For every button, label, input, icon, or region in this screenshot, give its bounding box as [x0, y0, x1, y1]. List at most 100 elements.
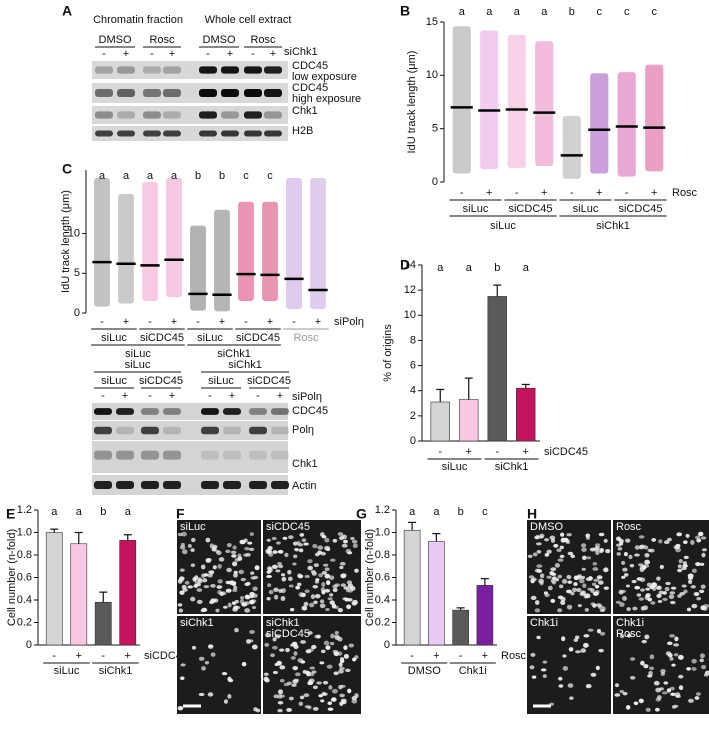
- cell-nucleus: [557, 574, 563, 579]
- cell-nucleus: [182, 588, 188, 592]
- blot-band: [117, 66, 135, 74]
- cell-nucleus: [273, 594, 279, 600]
- treatment-label: Rosc: [149, 34, 175, 46]
- cell-nucleus: [651, 582, 658, 588]
- cell-nucleus: [596, 628, 602, 634]
- cell-nucleus: [277, 561, 283, 566]
- cell-nucleus: [678, 674, 684, 679]
- cell-nucleus: [678, 558, 683, 564]
- blot-strip: [92, 421, 288, 440]
- cell-nucleus: [331, 603, 337, 609]
- cell-nucleus: [626, 607, 631, 612]
- cell-nucleus: [327, 707, 334, 711]
- cell-nucleus: [625, 705, 631, 710]
- cell-nucleus: [667, 653, 673, 658]
- blot-group: siLuc: [101, 375, 127, 387]
- factor-label: siCDC45: [544, 446, 588, 458]
- cell-nucleus: [623, 573, 629, 577]
- panel-label: A: [62, 3, 72, 19]
- cell-nucleus: [580, 648, 587, 653]
- dot-cloud: [617, 72, 636, 177]
- blot-band: [163, 481, 181, 489]
- cell-nucleus: [337, 532, 344, 536]
- cell-nucleus: [272, 637, 277, 642]
- cell-nucleus: [329, 593, 334, 597]
- cell-nucleus: [219, 591, 224, 597]
- cell-nucleus: [695, 535, 701, 540]
- x-tick-label: +: [219, 316, 225, 328]
- cell-nucleus: [700, 664, 707, 670]
- cell-nucleus: [529, 665, 535, 670]
- x-tick-label: -: [625, 187, 629, 199]
- blot-band: [95, 66, 113, 74]
- blot-band: [264, 111, 282, 119]
- cell-nucleus: [587, 628, 594, 632]
- dot-cloud: [310, 177, 326, 310]
- cell-nucleus: [674, 692, 681, 698]
- cell-nucleus: [546, 549, 552, 554]
- cell-nucleus: [325, 645, 331, 650]
- blot-band: [264, 89, 282, 97]
- x-tick-label: +: [523, 446, 529, 458]
- cell-nucleus: [271, 536, 277, 541]
- cell-nucleus: [576, 575, 582, 580]
- cell-nucleus: [567, 551, 574, 556]
- cell-nucleus: [249, 532, 254, 536]
- cell-nucleus: [226, 543, 232, 548]
- cell-nucleus: [633, 701, 639, 706]
- cell-nucleus: [313, 600, 318, 605]
- blot-band: [223, 481, 241, 489]
- blot-factor: siPolη: [292, 391, 322, 403]
- blot-band: [221, 111, 239, 119]
- bar: [476, 585, 494, 646]
- cell-nucleus: [561, 578, 568, 584]
- cell-nucleus: [544, 552, 550, 557]
- cell-nucleus: [267, 567, 273, 573]
- cell-nucleus: [328, 685, 333, 690]
- bar: [119, 540, 137, 646]
- cell-nucleus: [277, 694, 283, 699]
- cell-nucleus: [531, 577, 537, 582]
- cell-nucleus: [570, 554, 575, 558]
- cell-nucleus: [664, 586, 670, 592]
- blot-band: [116, 408, 134, 415]
- cell-nucleus: [567, 683, 574, 688]
- cell-nucleus: [669, 600, 676, 605]
- cell-nucleus: [312, 685, 318, 690]
- blot-band: [94, 450, 112, 460]
- blot-row-label: Actin: [292, 480, 316, 492]
- cell-nucleus: [310, 594, 316, 600]
- cell-nucleus: [263, 672, 269, 676]
- x-tick-label: -: [196, 316, 200, 328]
- cell-nucleus: [351, 601, 358, 606]
- cell-nucleus: [320, 599, 325, 604]
- cell-nucleus: [691, 568, 697, 574]
- cell-nucleus: [288, 535, 294, 540]
- cell-nucleus: [570, 591, 575, 596]
- cell-nucleus: [639, 564, 645, 570]
- blot-band: [117, 89, 135, 97]
- super-group-label: siLuc: [442, 461, 468, 473]
- cell-nucleus: [652, 586, 657, 592]
- cell-nucleus: [290, 656, 296, 660]
- cell-nucleus: [322, 680, 329, 685]
- cell-nucleus: [562, 654, 567, 658]
- blot-band: [249, 426, 267, 435]
- cell-nucleus: [347, 597, 353, 602]
- lane-sign: +: [169, 48, 175, 60]
- x-tick-label: +: [466, 446, 472, 458]
- cell-nucleus: [227, 602, 232, 608]
- cell-nucleus: [629, 563, 635, 568]
- cell-nucleus: [210, 583, 216, 588]
- cell-nucleus: [666, 688, 672, 693]
- cell-nucleus: [340, 583, 347, 587]
- cell-nucleus: [327, 597, 333, 601]
- cell-nucleus: [277, 549, 284, 554]
- cell-nucleus: [557, 558, 564, 562]
- cell-nucleus: [271, 564, 278, 569]
- cell-nucleus: [252, 593, 258, 598]
- blot-strip: [92, 83, 288, 103]
- cell-nucleus: [187, 543, 192, 548]
- cell-nucleus: [191, 537, 196, 543]
- cell-nucleus: [293, 651, 298, 656]
